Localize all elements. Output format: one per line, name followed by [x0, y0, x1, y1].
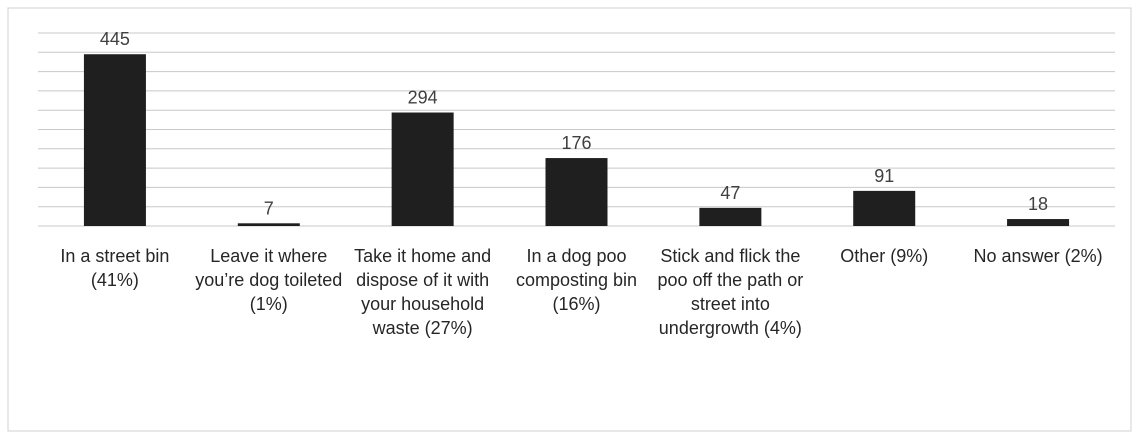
x-tick-label: Stick and flick the poo off the path or …	[657, 246, 804, 338]
value-label: 7	[264, 198, 274, 218]
bar	[545, 158, 608, 226]
bar	[83, 54, 146, 227]
value-label: 18	[1028, 194, 1048, 214]
value-label: 91	[874, 166, 894, 186]
value-label: 47	[720, 183, 740, 203]
bar	[391, 112, 454, 226]
x-tick-label: Other (9%)	[840, 246, 929, 266]
bar	[853, 190, 916, 226]
bar	[1007, 219, 1070, 226]
value-label: 294	[408, 88, 438, 108]
chart-border	[7, 7, 1132, 432]
x-tick-label: In a dog poo composting bin (16%)	[515, 246, 638, 314]
bar	[699, 207, 762, 226]
bar	[237, 223, 300, 226]
x-tick-label: In a street bin (41%)	[60, 246, 170, 290]
x-tick-label: No answer (2%)	[973, 246, 1103, 266]
value-label: 176	[561, 133, 591, 153]
value-label: 445	[100, 29, 130, 49]
x-tick-label: Take it home and dispose of it with your…	[354, 246, 492, 338]
x-tick-label: Leave it where you’re dog toileted (1%)	[195, 246, 343, 314]
